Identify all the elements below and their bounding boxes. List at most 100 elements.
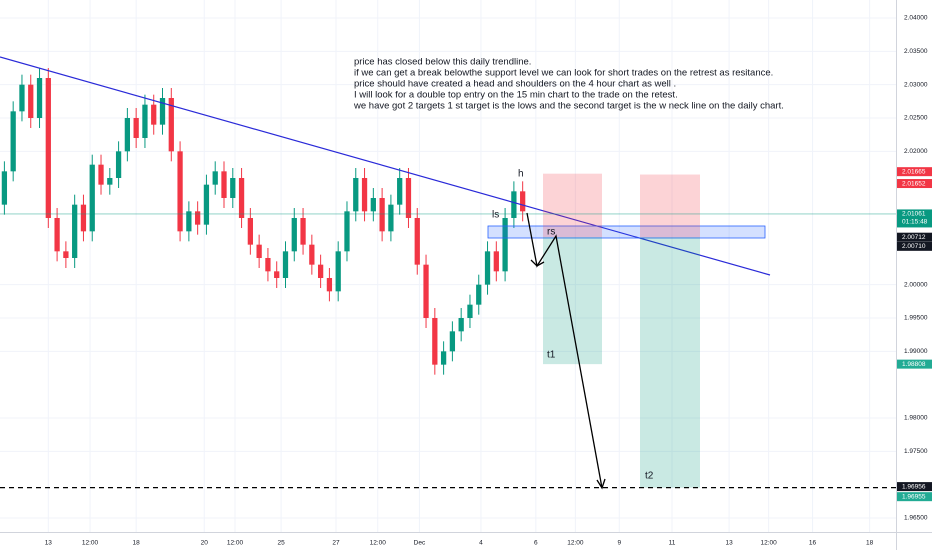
candle-body <box>353 178 359 212</box>
candle-body <box>230 178 236 198</box>
x-tick-label: 25 <box>277 540 285 547</box>
candle-body <box>238 178 245 218</box>
candle-body <box>397 178 403 205</box>
candle-body <box>274 271 280 278</box>
x-tick-label: 12:00 <box>567 540 584 547</box>
y-tick-label: 1.98000 <box>904 415 928 422</box>
candle-body <box>493 251 499 272</box>
candle-body <box>440 351 447 365</box>
stop-zone <box>640 174 700 238</box>
candle-body <box>379 198 385 232</box>
arrowhead <box>596 478 606 490</box>
label-t2: t2 <box>645 471 654 482</box>
candle-body <box>326 278 333 292</box>
plot <box>1 68 526 375</box>
candle-body <box>256 244 262 258</box>
target-zone <box>543 237 602 365</box>
support-zone <box>487 225 766 239</box>
candle-body <box>520 191 526 212</box>
label-h: h <box>518 169 524 180</box>
price-badge-label: 2.00712 <box>902 234 926 241</box>
grid <box>0 0 896 532</box>
price-badge-label: 2.00710 <box>902 243 926 250</box>
price-badge-label: 1.96956 <box>902 483 926 490</box>
x-tick-label: 9 <box>617 540 621 547</box>
price-badge-label: 1.98808 <box>902 361 926 368</box>
note-line: price has closed below this daily trendl… <box>354 57 531 68</box>
candle-body <box>423 264 429 318</box>
note-line: I will look for a double top entry on th… <box>354 90 678 101</box>
candle-body <box>36 78 43 118</box>
x-tick-label: 13 <box>725 540 733 547</box>
candle-body <box>177 151 183 232</box>
candle-body <box>265 258 271 272</box>
x-tick-label: 20 <box>201 540 209 547</box>
y-tick-label: 1.99000 <box>904 348 928 355</box>
price-badge <box>897 232 932 242</box>
price-badge-label: 2.01665 <box>902 168 926 175</box>
note-line: if we can get a break belowthe support l… <box>354 68 773 79</box>
candle-body <box>28 84 34 118</box>
price-badge <box>897 359 932 369</box>
candle-body <box>476 284 482 305</box>
candle-body <box>361 178 368 212</box>
candle-body <box>72 204 78 258</box>
candle-body <box>300 218 306 245</box>
candle-body <box>168 98 174 152</box>
candle-body <box>247 218 253 245</box>
x-tick-label: 12:00 <box>82 540 99 547</box>
candle-body <box>309 244 315 265</box>
candle-body <box>98 164 104 185</box>
candle-body <box>458 318 464 332</box>
y-tick-label: 2.03500 <box>904 48 928 55</box>
candle-body <box>10 111 16 172</box>
x-tick-label: 6 <box>534 540 538 547</box>
candle-body <box>212 171 218 185</box>
label-ls: ls <box>492 210 499 221</box>
candle-body <box>45 78 51 218</box>
x-tick-label: 18 <box>866 540 874 547</box>
price-countdown: 01:15:48 <box>902 219 928 226</box>
y-tick-label: 1.97500 <box>904 448 928 455</box>
label-t1: t1 <box>547 350 556 361</box>
y-tick-label: 2.00000 <box>904 281 928 288</box>
note-line: price should have created a head and sho… <box>354 79 676 90</box>
y-tick-label: 2.04000 <box>904 15 928 22</box>
y-tick-label: 1.99500 <box>904 315 928 322</box>
x-tick-label: 13 <box>45 540 53 547</box>
x-tick-label: 18 <box>133 540 141 547</box>
candle-body <box>291 218 297 252</box>
price-badge <box>897 179 932 189</box>
price-badge-label: 2.01652 <box>902 180 926 187</box>
candle-body <box>511 191 517 218</box>
candle-body <box>221 171 227 198</box>
y-tick-label: 2.02000 <box>904 148 928 155</box>
note: price has closed below this daily trendl… <box>353 57 784 112</box>
overlays <box>0 173 896 489</box>
candle-body <box>414 218 420 265</box>
x-tick-label: 12:00 <box>370 540 387 547</box>
candle-body <box>195 211 201 225</box>
price-badge-label: 1.96955 <box>902 493 926 500</box>
label-rs: rs <box>547 227 555 238</box>
candle-body <box>19 84 25 112</box>
candle-body <box>151 104 157 125</box>
arrowhead <box>530 259 545 267</box>
candle-body <box>432 318 438 365</box>
candle-body <box>484 251 491 285</box>
x-tick-label: 12:00 <box>227 540 244 547</box>
candle-body <box>186 211 192 232</box>
candle-body <box>1 171 8 205</box>
price-badge <box>897 482 932 492</box>
candle-body <box>63 251 69 258</box>
candle-body <box>467 304 473 318</box>
candle-body <box>133 118 139 138</box>
candle-body <box>388 204 394 232</box>
y-tick-label: 2.03000 <box>904 81 928 88</box>
y-tick-label: 2.02500 <box>904 115 928 122</box>
candle-body <box>317 264 324 278</box>
price-badge <box>897 492 932 502</box>
candle-body <box>80 204 87 232</box>
